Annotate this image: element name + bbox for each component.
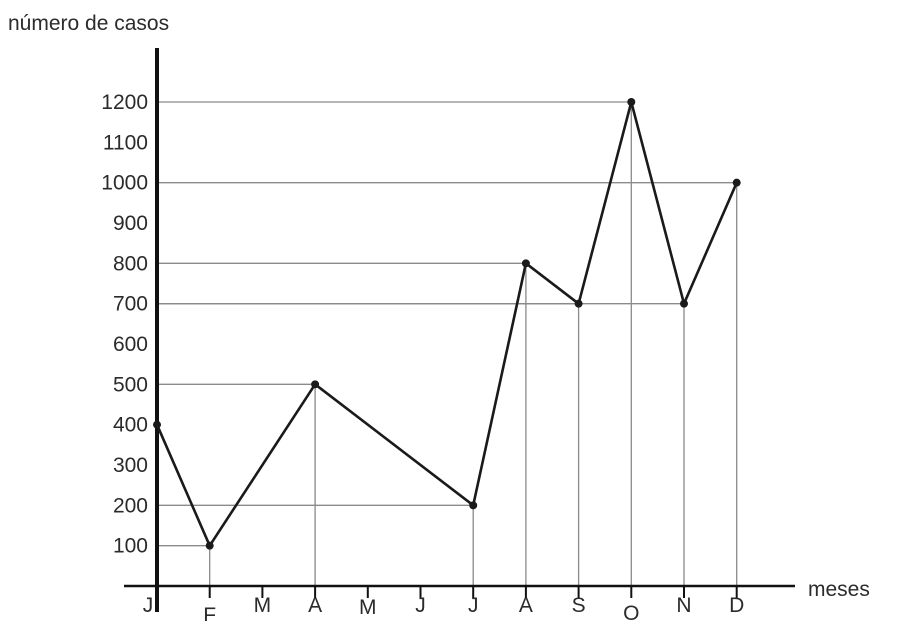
data-point: [732, 178, 741, 187]
x-tick-label: F: [203, 604, 216, 621]
x-tick-label: D: [729, 594, 744, 617]
data-point: [521, 259, 530, 268]
x-axis-label: meses: [808, 578, 870, 601]
y-tick-label: 900: [113, 212, 148, 235]
data-point: [627, 98, 636, 106]
y-tick-label: 800: [113, 252, 148, 275]
data-point: [469, 501, 478, 510]
y-tick-label: 500: [113, 373, 148, 396]
data-point: [205, 541, 214, 550]
y-tick-label: 100: [113, 535, 148, 558]
y-tick-label: 700: [113, 293, 148, 316]
y-tick-label: 600: [113, 333, 148, 356]
data-points: [153, 98, 741, 550]
y-tick-label: 1000: [101, 172, 148, 195]
series: [155, 100, 738, 547]
x-tick-label: N: [676, 594, 691, 617]
data-point: [574, 299, 583, 308]
data-point: [680, 299, 688, 308]
axis-ticks: 100 200 300 400 500 600 700 800 900 1000 1100 1200 J…: [101, 91, 744, 626]
series-line: [155, 100, 738, 547]
x-tick-label: A: [519, 594, 533, 617]
y-tick-label: 400: [113, 414, 148, 437]
y-tick-label: 1200: [101, 91, 148, 114]
guide-lines: [156, 101, 738, 586]
axes: [124, 48, 795, 612]
data-point: [311, 380, 320, 389]
x-tick-label: J: [415, 594, 426, 617]
y-tick-label: 200: [113, 494, 148, 517]
x-tick-label: O: [623, 602, 639, 621]
x-tick-label: J: [468, 594, 479, 617]
data-point: [153, 420, 161, 429]
x-tick-label: M: [254, 594, 272, 617]
x-tick-label: A: [308, 594, 322, 617]
x-tick-label: J: [143, 594, 154, 617]
y-tick-label: 1100: [103, 131, 148, 154]
x-tick-label: S: [572, 594, 586, 617]
x-tick-label: M: [359, 596, 377, 619]
y-axis-label: número de casos: [8, 12, 169, 35]
y-tick-label: 300: [113, 454, 148, 477]
